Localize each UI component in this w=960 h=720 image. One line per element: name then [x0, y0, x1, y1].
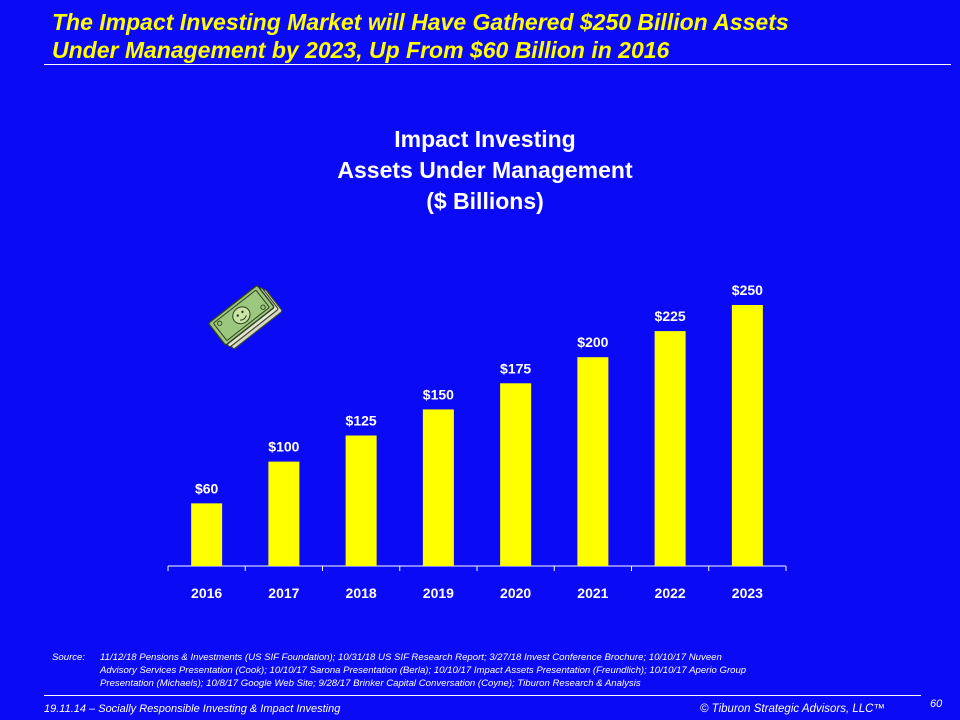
footer-copyright: © Tiburon Strategic Advisors, LLC™	[700, 703, 885, 715]
source-note: Source: 11/12/18 Pensions & Investments (…	[52, 651, 922, 690]
x-tick-label-2023: 2023	[732, 585, 763, 601]
bar-2017	[268, 461, 300, 566]
bar-2019	[422, 409, 454, 566]
money-stack-icon	[208, 285, 283, 350]
headline-line-1: The Impact Investing Market will Have Ga…	[52, 9, 789, 35]
x-tick-label-2016: 2016	[191, 585, 222, 601]
footer-divider	[44, 695, 921, 696]
bar-2016	[191, 503, 223, 566]
headline-line-2: Under Management by 2023, Up From $60 Bi…	[52, 37, 670, 63]
x-tick-label-2017: 2017	[268, 585, 299, 601]
source-line-2: Advisory Services Presentation (Cook); 1…	[100, 665, 747, 676]
chart-title: Impact Investing Assets Under Management…	[240, 124, 730, 217]
source-label: Source:	[52, 652, 86, 663]
data-label-2023: $250	[732, 282, 763, 298]
x-tick-label-2020: 2020	[500, 585, 531, 601]
bar-2023	[731, 305, 763, 566]
data-label-2017: $100	[268, 439, 299, 455]
chart-title-line-1: Impact Investing	[394, 126, 576, 152]
x-tick-label-2019: 2019	[423, 585, 454, 601]
chart-title-line-3: ($ Billions)	[426, 188, 544, 214]
bar-2022	[654, 331, 686, 566]
bar-2021	[577, 357, 609, 566]
data-label-2021: $200	[577, 334, 608, 350]
bar-2018	[345, 435, 377, 566]
data-label-2020: $175	[500, 360, 531, 376]
data-label-2018: $125	[346, 413, 377, 429]
headline-divider	[44, 64, 951, 65]
page-number: 60	[930, 698, 943, 710]
slide-headline: The Impact Investing Market will Have Ga…	[52, 8, 952, 64]
data-label-2016: $60	[195, 480, 219, 496]
x-tick-label-2022: 2022	[655, 585, 686, 601]
x-tick-label-2018: 2018	[346, 585, 377, 601]
footer-left-text: 19.11.14 – Socially Responsible Investin…	[44, 703, 341, 715]
source-line-1: 11/12/18 Pensions & Investments (US SIF …	[100, 652, 722, 663]
data-label-2022: $225	[655, 308, 686, 324]
bar-2020	[500, 383, 532, 566]
chart-title-line-2: Assets Under Management	[337, 157, 633, 183]
data-label-2019: $150	[423, 386, 454, 402]
source-line-3: Presentation (Michaels); 10/8/17 Google …	[100, 678, 641, 689]
x-tick-label-2021: 2021	[577, 585, 608, 601]
